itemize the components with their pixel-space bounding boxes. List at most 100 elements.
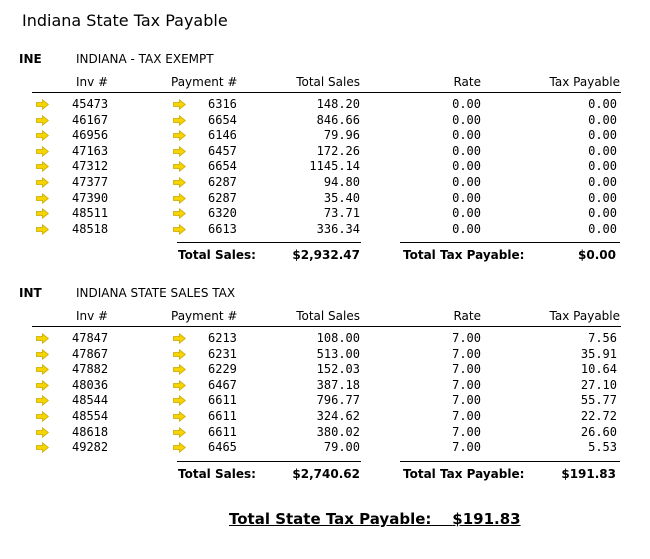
cell-rate: 0.00: [452, 221, 481, 236]
table-row: 48544 6611 796.77 7.00 55.77: [0, 393, 650, 408]
cell-tax-payable: 27.10: [580, 377, 617, 392]
cell-total-sales: 79.96: [323, 128, 360, 143]
table-row: 47847 6213 108.00 7.00 7.56: [0, 331, 650, 346]
arrow-right-icon: [36, 332, 49, 345]
arrow-right-icon: [173, 98, 186, 111]
arrow-right-icon: [173, 208, 186, 220]
total-tax-divider: [400, 460, 620, 462]
cell-rate: 0.00: [452, 175, 481, 189]
total-tax-value: $0.00: [578, 248, 616, 263]
table-row: 48554 6611 324.62 7.00 22.72: [0, 409, 650, 424]
cell-tax-payable: 26.60: [580, 424, 617, 439]
cell-inv: 46167: [72, 112, 109, 127]
arrow-right-icon: [36, 223, 49, 235]
cell-inv: 45473: [72, 97, 109, 111]
cell-total-sales: 79.00: [323, 440, 360, 455]
cell-rate: 0.00: [452, 206, 481, 221]
col-header-rate: Rate: [453, 75, 481, 89]
arrow-right-icon: [36, 395, 49, 407]
cell-inv: 47882: [72, 362, 109, 377]
cell-rate: 0.00: [452, 112, 481, 127]
arrow-right-icon: [173, 161, 186, 173]
cell-payment: 6465: [208, 440, 237, 455]
cell-inv: 48618: [72, 424, 109, 439]
col-header-total-sales: Total Sales: [296, 309, 360, 323]
cell-inv: 46956: [72, 128, 109, 143]
arrow-right-icon: [36, 348, 49, 360]
cell-total-sales: 513.00: [316, 346, 360, 361]
grand-total-value: $191.83: [452, 510, 521, 528]
cell-total-sales: 336.34: [316, 221, 360, 236]
total-sales-label: Total Sales:: [178, 248, 256, 263]
arrow-right-icon: [173, 145, 186, 157]
arrow-right-icon: [36, 208, 49, 220]
arrow-right-icon: [36, 192, 49, 204]
cell-rate: 0.00: [452, 190, 481, 205]
cell-total-sales: 152.03: [316, 362, 360, 377]
total-sales-label: Total Sales:: [178, 466, 256, 481]
arrow-right-icon: [36, 442, 49, 454]
arrow-right-icon: [173, 192, 186, 204]
cell-payment: 6320: [208, 206, 237, 221]
cell-tax-payable: 0.00: [588, 128, 617, 143]
cell-total-sales: 148.20: [316, 97, 360, 111]
arrow-right-icon: [173, 114, 186, 126]
total-sales-value: $2,740.62: [292, 466, 360, 481]
cell-inv: 48544: [72, 393, 109, 408]
arrow-right-icon: [173, 410, 186, 423]
cell-rate: 0.00: [452, 97, 481, 111]
total-tax-label: Total Tax Payable:: [403, 248, 525, 263]
cell-total-sales: 324.62: [316, 409, 360, 423]
total-sales-divider: [177, 460, 361, 462]
total-sales-value: $2,932.47: [292, 248, 360, 263]
header-divider: [32, 326, 621, 327]
cell-rate: 0.00: [452, 159, 481, 174]
cell-payment: 6213: [208, 331, 237, 345]
cell-inv: 47867: [72, 346, 109, 361]
cell-inv: 47390: [72, 190, 109, 205]
arrow-right-icon: [173, 426, 186, 438]
cell-payment: 6613: [208, 221, 237, 236]
cell-total-sales: 796.77: [316, 393, 360, 408]
col-header-payment: Payment #: [171, 75, 238, 89]
table-row: 48618 6611 380.02 7.00 26.60: [0, 425, 650, 440]
cell-total-sales: 108.00: [316, 331, 360, 345]
cell-payment: 6611: [208, 424, 237, 439]
table-row: 49282 6465 79.00 7.00 5.53: [0, 440, 650, 455]
arrow-right-icon: [173, 379, 186, 391]
cell-inv: 48511: [72, 206, 109, 221]
cell-tax-payable: 0.00: [588, 112, 617, 127]
arrow-right-icon: [36, 379, 49, 391]
cell-rate: 7.00: [452, 377, 481, 392]
cell-rate: 0.00: [452, 143, 481, 158]
cell-payment: 6457: [208, 143, 237, 158]
cell-payment: 6146: [208, 128, 237, 143]
cell-total-sales: 73.71: [323, 206, 360, 221]
cell-tax-payable: 0.00: [588, 159, 617, 174]
arrow-right-icon: [173, 348, 186, 360]
header-divider: [32, 92, 621, 93]
cell-rate: 0.00: [452, 128, 481, 143]
cell-payment: 6654: [208, 159, 237, 174]
col-header-tax-payable: Tax Payable: [549, 309, 620, 323]
arrow-right-icon: [36, 176, 49, 189]
section-name: INDIANA - TAX EXEMPT: [76, 52, 214, 66]
table-row: 48511 6320 73.71 0.00 0.00: [0, 206, 650, 221]
cell-tax-payable: 35.91: [580, 346, 617, 361]
table-row: 47867 6231 513.00 7.00 35.91: [0, 347, 650, 362]
col-header-tax-payable: Tax Payable: [549, 75, 620, 89]
arrow-right-icon: [173, 223, 186, 235]
cell-rate: 7.00: [452, 331, 481, 345]
table-row: 46956 6146 79.96 0.00 0.00: [0, 128, 650, 143]
section-code: INT: [19, 286, 42, 300]
cell-tax-payable: 0.00: [588, 190, 617, 205]
cell-payment: 6231: [208, 346, 237, 361]
table-row: 45473 6316 148.20 0.00 0.00: [0, 97, 650, 112]
cell-payment: 6611: [208, 393, 237, 408]
cell-tax-payable: 55.77: [580, 393, 617, 408]
arrow-right-icon: [173, 442, 186, 454]
total-tax-label: Total Tax Payable:: [403, 466, 525, 481]
cell-tax-payable: 10.64: [580, 362, 617, 377]
cell-inv: 49282: [72, 440, 109, 455]
cell-tax-payable: 0.00: [588, 175, 617, 189]
